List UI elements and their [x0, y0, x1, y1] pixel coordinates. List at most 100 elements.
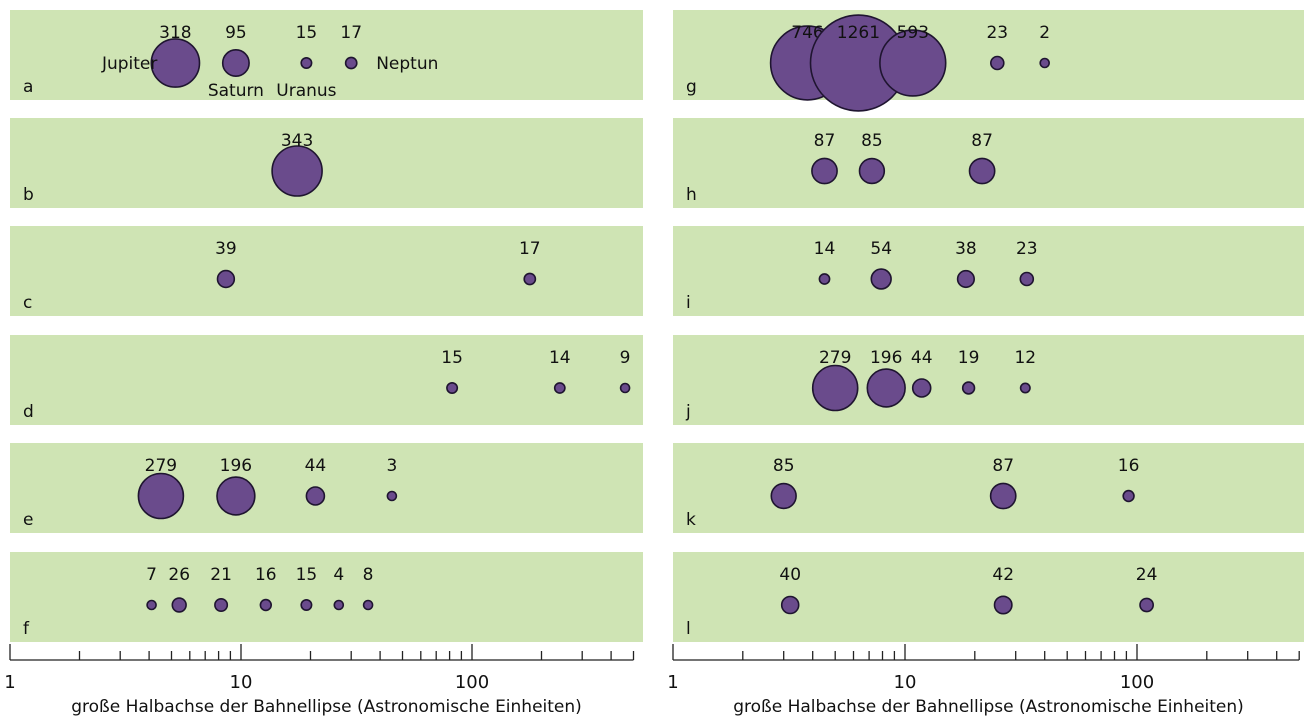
value-label-a-0: 318: [159, 23, 191, 43]
value-label-a-3: 17: [340, 23, 362, 43]
value-label-d-2: 9: [620, 348, 631, 368]
planet-c-1: [523, 272, 537, 286]
value-label-d-0: 15: [441, 348, 463, 368]
value-label-k-1: 87: [992, 456, 1014, 476]
planet-f-5: [333, 599, 345, 611]
value-label-f-0: 7: [146, 565, 157, 585]
planet-f-1: [171, 597, 187, 613]
value-label-c-0: 39: [215, 239, 237, 259]
planet-l-1: [993, 595, 1013, 615]
panel-letter-d: d: [23, 402, 34, 422]
planet-d-2: [619, 382, 631, 394]
planet-d-0: [446, 381, 459, 394]
planet-b-0: [271, 145, 323, 197]
planet-name-saturn: Saturn: [208, 81, 264, 101]
panel-letter-k: k: [686, 510, 696, 530]
value-label-i-0: 14: [814, 239, 836, 259]
panel-letter-l: l: [686, 619, 691, 639]
planet-j-2: [911, 378, 932, 398]
panel-letter-g: g: [686, 77, 697, 97]
panel-a: [10, 10, 643, 100]
planet-h-1: [858, 157, 886, 185]
value-label-g-1: 1261: [837, 23, 880, 43]
panel-l: [673, 552, 1304, 642]
planet-l-0: [780, 595, 800, 615]
value-label-j-0: 279: [819, 348, 851, 368]
value-label-g-4: 2: [1039, 23, 1050, 43]
panel-letter-c: c: [23, 293, 32, 313]
value-label-f-3: 16: [255, 565, 277, 585]
planet-e-1: [216, 476, 256, 516]
planet-a-1: [221, 48, 250, 77]
value-label-a-1: 95: [225, 23, 247, 43]
planet-k-1: [989, 482, 1017, 510]
planet-j-4: [1019, 382, 1031, 394]
value-label-f-1: 26: [168, 565, 190, 585]
value-label-j-4: 12: [1014, 348, 1036, 368]
planet-d-1: [553, 382, 566, 394]
tick-label-1-1: 1: [667, 672, 678, 693]
planet-name-neptun: Neptun: [376, 54, 438, 74]
value-label-i-1: 54: [870, 239, 892, 259]
value-label-f-5: 4: [333, 565, 344, 585]
planet-i-2: [956, 269, 976, 289]
planet-name-jupiter: Jupiter: [101, 54, 157, 74]
planet-j-1: [866, 368, 906, 408]
planet-i-1: [870, 268, 892, 290]
tick-label-0-10: 10: [230, 672, 253, 693]
planet-j-3: [961, 381, 976, 395]
value-label-j-2: 44: [911, 348, 933, 368]
panel-e: [10, 443, 643, 533]
value-label-l-1: 42: [992, 565, 1014, 585]
planet-g-4: [1039, 57, 1050, 69]
planet-f-6: [362, 599, 374, 611]
tick-label-1-100: 100: [1120, 672, 1154, 693]
planet-a-3: [344, 56, 358, 70]
planet-j-0: [811, 364, 859, 412]
x-axis-title-1: große Halbachse der Bahnellipse (Astrono…: [733, 697, 1244, 717]
value-label-g-2: 593: [897, 23, 929, 43]
panel-k: [673, 443, 1304, 533]
panel-j: [673, 335, 1304, 425]
value-label-e-2: 44: [305, 456, 327, 476]
planet-g-3: [989, 55, 1005, 71]
value-label-e-0: 279: [145, 456, 177, 476]
value-label-h-1: 85: [861, 131, 883, 151]
planet-a-0: [150, 38, 201, 88]
value-label-b-0: 343: [281, 131, 313, 151]
planet-h-0: [811, 157, 838, 185]
planet-f-2: [214, 597, 229, 612]
value-label-f-4: 15: [296, 565, 318, 585]
value-label-j-1: 196: [870, 348, 902, 368]
panel-letter-f: f: [23, 619, 30, 639]
panel-b: [10, 118, 643, 208]
planet-l-2: [1139, 597, 1154, 613]
panel-letter-e: e: [23, 510, 33, 530]
value-label-h-0: 87: [814, 131, 836, 151]
planet-f-0: [146, 599, 157, 611]
value-label-e-3: 3: [386, 456, 397, 476]
panel-d: [10, 335, 643, 425]
planet-c-0: [216, 269, 236, 289]
planet-i-3: [1019, 271, 1035, 287]
tick-label-0-100: 100: [455, 672, 489, 693]
planet-g-2: [879, 29, 947, 97]
planet-f-3: [259, 598, 272, 612]
value-label-i-3: 23: [1016, 239, 1038, 259]
tick-label-0-1: 1: [4, 672, 15, 693]
value-label-k-0: 85: [773, 456, 795, 476]
planet-e-2: [305, 486, 326, 506]
panel-f: [10, 552, 643, 642]
value-label-k-2: 16: [1118, 456, 1140, 476]
planet-name-uranus: Uranus: [276, 81, 336, 101]
value-label-e-1: 196: [220, 456, 252, 476]
value-label-a-2: 15: [296, 23, 318, 43]
value-label-g-0: 746: [791, 23, 823, 43]
panel-letter-h: h: [686, 185, 697, 205]
panel-letter-b: b: [23, 185, 34, 205]
value-label-f-6: 8: [363, 565, 374, 585]
planet-e-0: [137, 472, 185, 520]
planet-k-0: [770, 482, 797, 510]
value-label-g-3: 23: [986, 23, 1008, 43]
